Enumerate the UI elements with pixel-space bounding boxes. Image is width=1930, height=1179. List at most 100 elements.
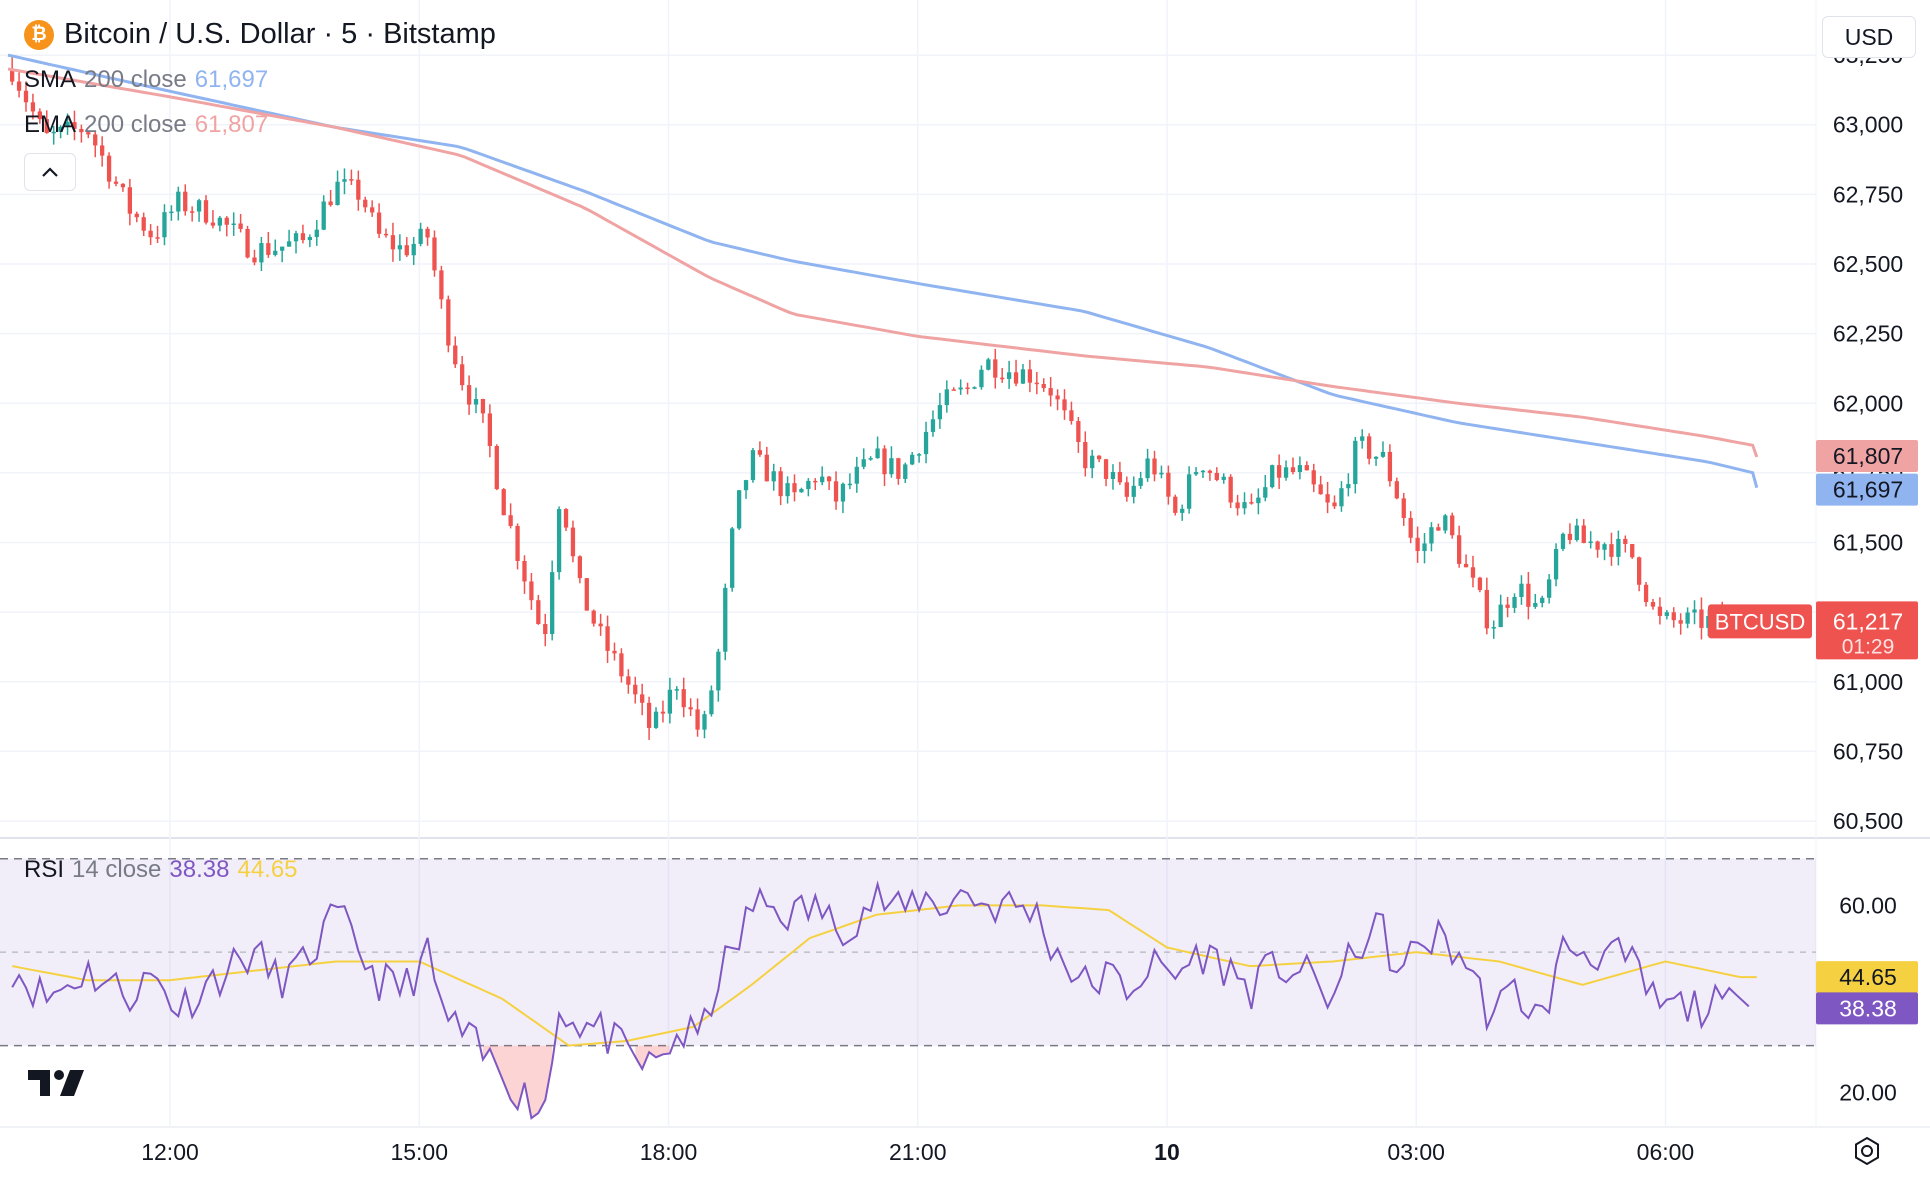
candle [203, 195, 209, 225]
candle [584, 578, 589, 611]
time-tick-label: 10 [1154, 1139, 1180, 1165]
candle-body [72, 122, 77, 129]
candle-body [1373, 456, 1379, 459]
candle [840, 482, 846, 514]
candle [1553, 543, 1559, 587]
candle-body [792, 483, 797, 493]
candle-body [1415, 537, 1420, 552]
candle [757, 441, 763, 457]
candle-body [286, 241, 292, 247]
candle [425, 226, 430, 246]
candle [217, 215, 223, 232]
candle-body [619, 653, 624, 677]
candle [993, 348, 998, 389]
candle [1159, 465, 1164, 479]
candle [653, 707, 659, 729]
candle-body [536, 600, 541, 625]
candle [674, 686, 679, 700]
tradingview-logo-icon[interactable] [28, 1068, 88, 1098]
candle [1311, 463, 1316, 493]
candle-body [1553, 548, 1559, 580]
candle-body [1346, 484, 1351, 489]
candle [1380, 441, 1386, 458]
candle [363, 196, 368, 213]
candle [1221, 473, 1226, 484]
candle [1290, 457, 1296, 475]
candle [522, 555, 527, 594]
candle [1650, 598, 1656, 610]
candle [854, 456, 859, 493]
ema-legend[interactable]: EMA 200 close 61,807 [24, 111, 268, 139]
candle [1595, 540, 1600, 558]
candle [1546, 574, 1552, 604]
candle-body [1443, 515, 1448, 531]
candle [176, 186, 181, 221]
candle-body [460, 364, 465, 386]
currency-selector-button[interactable]: USD [1822, 16, 1916, 58]
candle [286, 229, 292, 247]
time-tick-label: 06:00 [1637, 1139, 1695, 1165]
candle-body [10, 68, 15, 82]
candle [1276, 454, 1282, 489]
rsi-legend[interactable]: RSI 14 close 38.38 44.65 [24, 856, 298, 884]
candle [1083, 431, 1088, 477]
candle-body [965, 387, 970, 390]
candle-body [833, 481, 839, 502]
candle-body [1609, 544, 1614, 557]
candle [1657, 597, 1663, 625]
candle [605, 615, 610, 663]
candle-body [37, 111, 42, 120]
candle [224, 216, 229, 237]
candle [916, 452, 922, 463]
candle-body [1214, 472, 1219, 480]
candle-body [605, 626, 610, 651]
price-tick-label: 60,750 [1833, 738, 1903, 764]
candle-body [813, 480, 818, 483]
candle [778, 467, 783, 506]
candle [1020, 363, 1026, 385]
candle-body [314, 229, 319, 238]
candle-body [383, 233, 389, 236]
candle-body [563, 509, 569, 528]
candle-body [1318, 484, 1323, 495]
last-price-value: 61,217 [1833, 608, 1903, 634]
candle-body [307, 237, 313, 241]
candle [120, 183, 126, 192]
candle [764, 446, 769, 482]
candle [965, 382, 970, 395]
candle-body [106, 155, 112, 182]
candle-body [356, 179, 361, 200]
ema-legend-value: 61,807 [194, 111, 269, 138]
candle [1173, 494, 1178, 516]
candle [792, 474, 797, 502]
candle-body [501, 489, 506, 516]
collapse-legend-button[interactable] [24, 153, 76, 191]
candle-body [1429, 527, 1434, 544]
sma-legend[interactable]: SMA 200 close 61,697 [24, 66, 268, 94]
rsi-tag-bg [1816, 992, 1918, 1025]
candle [1373, 456, 1379, 466]
candle-body [1519, 583, 1524, 597]
candle-body [1470, 567, 1476, 578]
candle-body [1526, 583, 1531, 607]
candle-body [1152, 458, 1157, 475]
candle [1249, 493, 1254, 505]
candle-body [882, 448, 887, 475]
ticker-tag-text: BTCUSD [1715, 609, 1805, 634]
settings-gear-icon[interactable] [1852, 1136, 1882, 1166]
candle [577, 555, 583, 584]
candle [418, 222, 423, 247]
candle [1401, 492, 1406, 526]
last-price-tag-bg [1816, 601, 1918, 660]
candle-body [903, 464, 908, 479]
candle-body [328, 201, 333, 206]
candle [1477, 576, 1483, 593]
candle-body [1200, 470, 1206, 473]
candle-body [1263, 487, 1268, 498]
candle-body [1034, 382, 1039, 385]
candle-body [1110, 472, 1116, 479]
candle-body [688, 707, 693, 710]
candle-body [1699, 609, 1704, 628]
